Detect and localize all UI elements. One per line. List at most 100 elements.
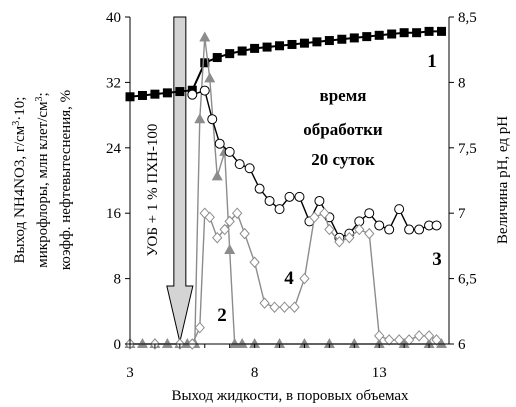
data-point-square bbox=[237, 46, 247, 56]
data-point-diamond bbox=[204, 211, 215, 224]
data-point-circle bbox=[244, 163, 255, 174]
data-point-square bbox=[287, 39, 297, 49]
arrow-label: УОБ + 1 % ПХН-100 bbox=[145, 124, 161, 257]
data-point-square bbox=[225, 49, 235, 59]
data-point-circle bbox=[284, 191, 295, 202]
data-point-square bbox=[162, 88, 172, 98]
series-1-label: 1 bbox=[427, 51, 437, 72]
y-right-tick-label: 6 bbox=[458, 337, 466, 353]
data-point-square bbox=[137, 90, 147, 100]
data-point-triangle bbox=[211, 170, 223, 181]
data-point-circle bbox=[207, 114, 218, 125]
data-point-circle bbox=[214, 138, 225, 149]
data-point-square bbox=[362, 32, 372, 42]
data-point-diamond bbox=[269, 301, 280, 313]
data-point-square bbox=[424, 26, 434, 36]
data-point-diamond bbox=[279, 301, 290, 313]
data-point-square bbox=[337, 34, 347, 44]
data-point-diamond bbox=[239, 227, 250, 240]
y-axis-left-title-line: коэфф. нефтевытеснения, % bbox=[58, 90, 74, 270]
data-point-triangle bbox=[249, 338, 261, 348]
data-point-circle bbox=[254, 183, 265, 194]
series-3-label: 3 bbox=[432, 249, 442, 270]
data-point-diamond bbox=[403, 334, 415, 346]
data-point-triangle bbox=[436, 338, 448, 348]
data-point-triangle bbox=[348, 338, 360, 348]
data-point-diamond bbox=[413, 330, 425, 342]
x-tick-label: 13 bbox=[372, 365, 387, 381]
data-point-circle bbox=[294, 191, 305, 202]
data-point-square bbox=[312, 37, 322, 47]
data-point-circle bbox=[187, 89, 198, 100]
data-point-circle bbox=[234, 159, 245, 170]
data-point-diamond bbox=[212, 231, 223, 244]
data-point-triangle bbox=[373, 338, 385, 348]
data-point-square bbox=[437, 26, 447, 36]
y-right-tick-label: 8 bbox=[458, 75, 466, 91]
data-point-circle bbox=[274, 204, 285, 215]
y-left-tick-label: 0 bbox=[114, 337, 122, 353]
y-right-tick-label: 7 bbox=[458, 206, 466, 222]
data-point-diamond bbox=[384, 334, 395, 346]
x-tick-label: 3 bbox=[126, 365, 134, 381]
data-point-square bbox=[175, 87, 185, 97]
data-point-diamond bbox=[334, 236, 345, 248]
y-axis-left-title-line: микрофлоры, млн клет/см3; bbox=[34, 92, 52, 267]
data-point-square bbox=[200, 58, 210, 68]
data-point-diamond bbox=[299, 272, 310, 285]
data-point-square bbox=[349, 33, 359, 43]
data-point-diamond bbox=[364, 227, 375, 240]
data-point-triangle bbox=[136, 338, 148, 348]
data-point-circle bbox=[224, 146, 235, 157]
data-point-square bbox=[399, 28, 409, 38]
data-point-diamond bbox=[231, 207, 243, 219]
data-point-circle bbox=[314, 195, 325, 206]
data-point-diamond bbox=[289, 301, 300, 313]
data-point-diamond bbox=[324, 223, 335, 236]
y-left-tick-label: 16 bbox=[106, 206, 122, 222]
data-point-square bbox=[374, 30, 384, 40]
annotation-line-1: время bbox=[320, 86, 367, 105]
data-point-diamond bbox=[194, 321, 205, 334]
data-point-circle bbox=[374, 220, 385, 231]
annotation-line-3: 20 суток bbox=[311, 150, 375, 169]
data-point-triangle bbox=[161, 338, 173, 348]
data-point-circle bbox=[364, 208, 375, 219]
data-point-square bbox=[412, 28, 422, 38]
data-point-diamond bbox=[309, 211, 320, 224]
data-point-triangle bbox=[204, 72, 216, 83]
data-point-square bbox=[275, 41, 285, 51]
data-point-diamond bbox=[219, 223, 230, 236]
x-tick-label: 8 bbox=[251, 365, 259, 381]
data-point-circle bbox=[199, 85, 210, 96]
data-point-circle bbox=[431, 220, 442, 231]
data-point-diamond bbox=[393, 334, 405, 346]
y-axis-right-title: Величина pH, ед pH bbox=[495, 116, 511, 244]
data-point-circle bbox=[414, 224, 425, 235]
series-2-label: 2 bbox=[217, 305, 227, 326]
data-point-diamond bbox=[224, 215, 235, 228]
data-point-triangle bbox=[423, 338, 435, 348]
data-point-diamond bbox=[344, 231, 355, 244]
y-axis-left-title-line: Выход NH4NO3, г/см3·10; bbox=[11, 97, 29, 264]
annotation-line-2: обработки bbox=[303, 120, 383, 139]
data-point-diamond bbox=[374, 330, 385, 342]
data-point-triangle bbox=[398, 338, 410, 348]
y-left-tick-label: 32 bbox=[106, 75, 121, 91]
data-point-triangle bbox=[298, 338, 310, 348]
data-point-square bbox=[212, 53, 222, 63]
data-point-square bbox=[150, 89, 160, 99]
data-point-triangle bbox=[194, 113, 206, 124]
data-point-diamond bbox=[431, 334, 442, 346]
data-point-triangle bbox=[199, 31, 211, 42]
data-point-diamond bbox=[259, 297, 270, 309]
y-left-tick-label: 24 bbox=[106, 141, 122, 157]
y-left-tick-label: 40 bbox=[106, 10, 121, 26]
data-point-square bbox=[250, 43, 260, 53]
data-point-diamond bbox=[249, 256, 260, 268]
data-point-circle bbox=[404, 224, 415, 235]
y-right-tick-label: 7,5 bbox=[458, 141, 477, 157]
data-point-square bbox=[262, 42, 272, 52]
data-point-triangle bbox=[236, 338, 248, 348]
data-point-diamond bbox=[423, 330, 435, 342]
